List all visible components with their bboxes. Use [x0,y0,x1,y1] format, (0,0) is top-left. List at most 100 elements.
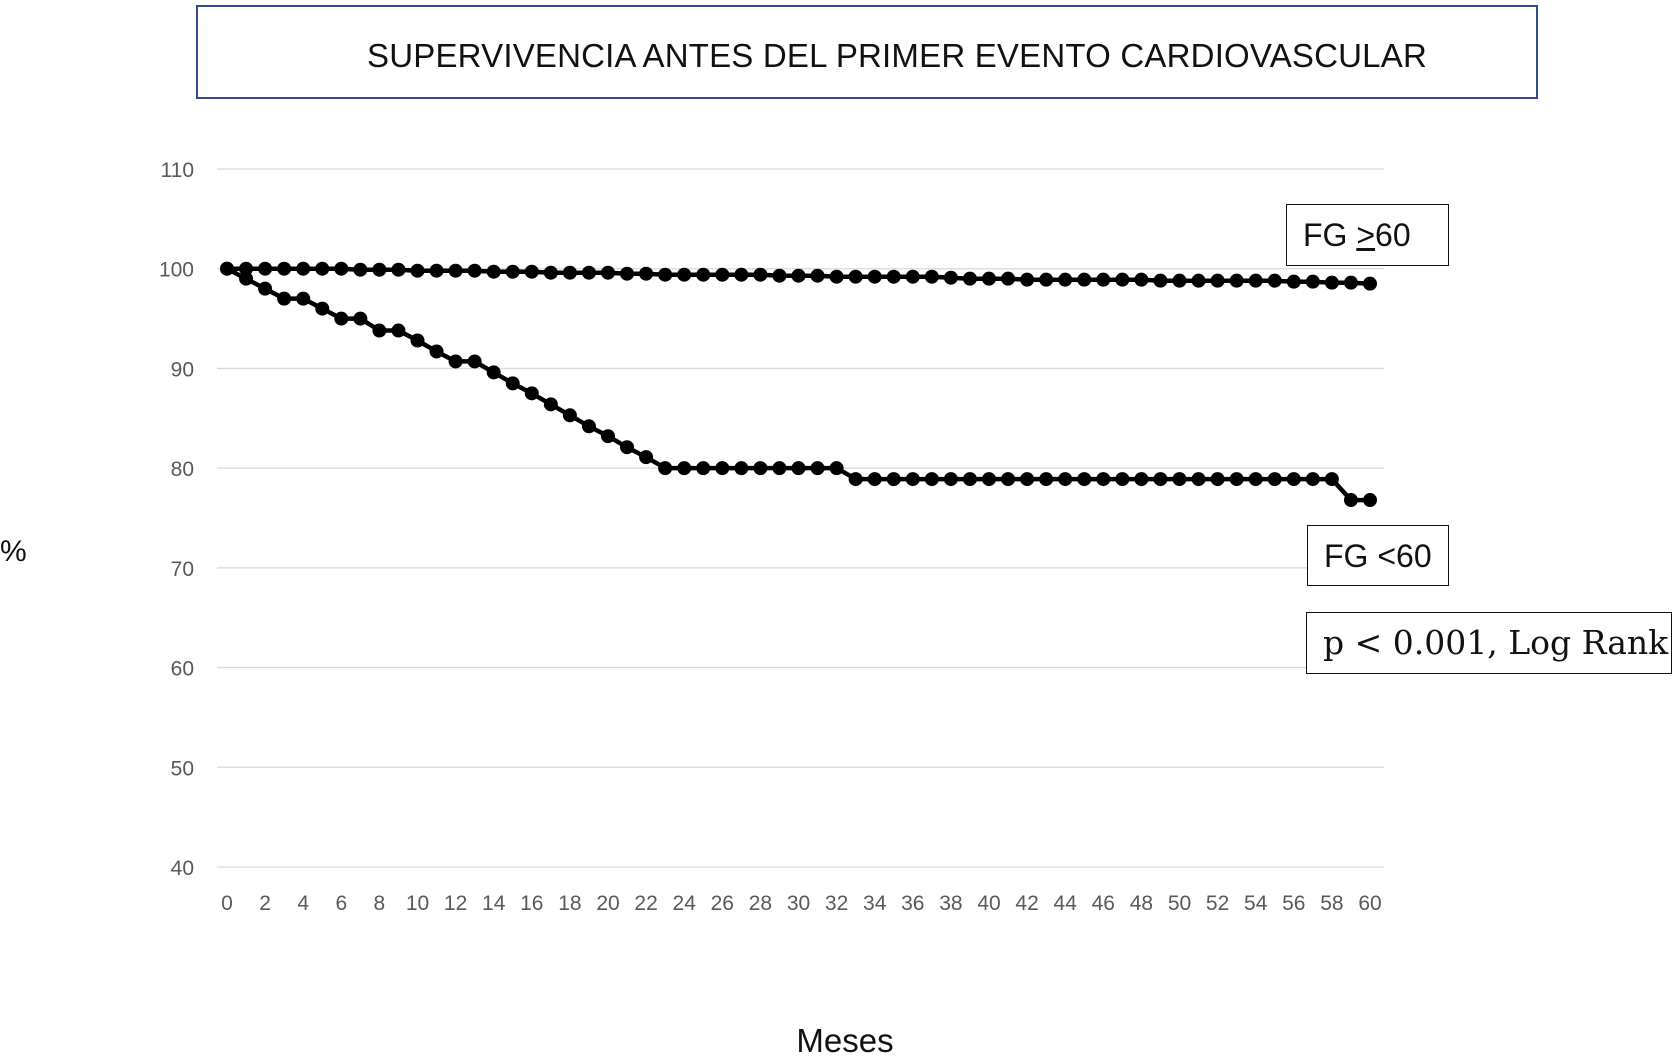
point-s0-x38 [943,270,958,285]
point-s0-x24 [677,267,692,282]
point-s1-x27 [734,461,749,476]
point-s1-x28 [753,461,768,476]
y-tick-100: 100 [159,259,194,282]
point-s0-x12 [448,263,463,278]
point-s1-x22 [639,450,654,465]
point-s0-x5 [315,261,330,276]
point-s0-x36 [905,269,920,284]
point-s1-x23 [658,461,673,476]
x-tick-42: 42 [1015,892,1038,915]
point-s0-x40 [982,271,996,286]
point-s1-x11 [429,344,444,359]
point-s0-x21 [620,266,635,281]
point-s1-x4 [296,291,311,306]
x-tick-46: 46 [1092,892,1115,915]
point-s0-x48 [1134,272,1149,287]
y-tick-50: 50 [171,757,194,780]
x-tick-24: 24 [673,892,697,915]
point-s1-x48 [1134,472,1149,487]
point-s1-x12 [448,354,463,369]
point-s1-x20 [601,429,615,444]
x-tick-54: 54 [1244,892,1268,915]
point-s1-x57 [1305,472,1320,487]
series-layer [220,261,1377,508]
point-s1-x33 [848,472,863,487]
point-s0-x34 [867,269,882,284]
point-s0-x50 [1172,273,1187,288]
point-s0-x58 [1324,275,1339,290]
point-s0-x1 [239,261,254,276]
point-s1-x16 [524,386,539,401]
x-tick-56: 56 [1282,892,1305,915]
y-tick-110: 110 [161,159,194,182]
point-s1-x24 [677,461,692,476]
point-s1-x45 [1077,472,1092,487]
point-s0-x22 [639,266,654,281]
point-s1-x14 [486,365,501,380]
point-s0-x45 [1077,272,1092,287]
point-s0-x49 [1153,273,1168,288]
point-s0-x29 [772,268,787,283]
point-s1-x43 [1039,472,1054,487]
x-tick-58: 58 [1320,892,1343,915]
point-s1-x18 [562,408,577,423]
point-s1-x38 [943,472,958,487]
point-s1-x49 [1153,472,1168,487]
point-s0-x31 [810,268,825,283]
point-s0-x25 [696,267,711,282]
series-0 [220,261,1377,291]
point-s0-x6 [334,261,349,276]
point-s1-x19 [581,419,596,434]
point-s1-x47 [1115,472,1130,487]
point-s1-x34 [867,472,882,487]
y-tick-labels: 40 50 60 70 80 90 100 110 [159,159,194,880]
x-tick-34: 34 [863,892,887,915]
point-s1-x44 [1058,472,1073,487]
point-s0-x18 [562,265,577,280]
point-s1-x10 [410,333,425,348]
point-s0-x2 [258,261,273,276]
point-s0-x54 [1248,273,1263,288]
x-tick-52: 52 [1206,892,1229,915]
point-s0-x32 [829,269,844,284]
point-s0-x46 [1096,272,1111,287]
point-s0-x9 [391,262,406,277]
x-tick-0: 0 [221,892,233,915]
point-s1-x13 [467,354,482,369]
series-1 [220,261,1377,508]
point-s0-x4 [296,261,311,276]
point-s0-x16 [524,264,539,279]
legend-fg-ge-60-suffix: 60 [1375,217,1411,253]
point-s0-x33 [848,269,863,284]
point-s1-x40 [982,472,996,487]
x-tick-44: 44 [1054,892,1078,915]
point-s1-x59 [1343,493,1358,508]
point-s0-x42 [1020,272,1035,287]
point-s1-x52 [1210,472,1225,487]
point-s0-x37 [924,269,939,284]
point-s1-x51 [1191,472,1206,487]
point-s0-x53 [1229,273,1244,288]
legend-fg-ge-60-symbol: > [1356,217,1376,253]
y-tick-80: 80 [171,458,194,481]
point-s1-x3 [277,291,292,306]
x-tick-20: 20 [596,892,619,915]
y-tick-40: 40 [171,857,194,880]
point-s0-x56 [1286,274,1301,289]
x-tick-4: 4 [297,892,309,915]
point-s0-x14 [486,264,501,279]
point-s0-x57 [1305,274,1320,289]
point-s0-x28 [753,267,768,282]
y-tick-70: 70 [171,558,194,581]
point-s0-x20 [601,265,615,280]
point-s0-x51 [1191,273,1206,288]
y-axis-label: % [0,535,27,568]
point-s1-x54 [1248,472,1263,487]
point-s0-x30 [791,268,806,283]
x-tick-26: 26 [711,892,734,915]
point-s0-x52 [1210,273,1225,288]
point-s0-x39 [962,271,977,286]
point-s1-x25 [696,461,711,476]
point-s1-x9 [391,323,406,338]
legend-fg-ge-60-prefix: FG [1303,217,1357,253]
